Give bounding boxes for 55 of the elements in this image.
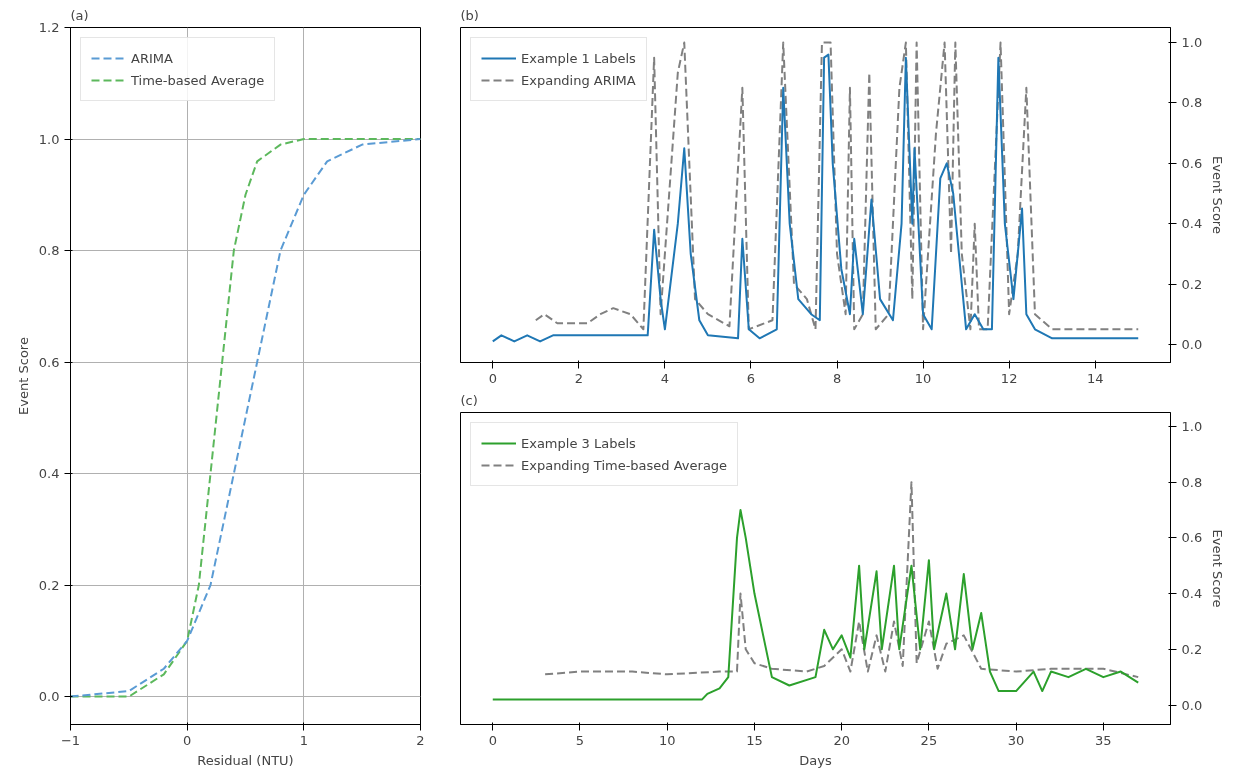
y2-axis-title: Event Score bbox=[1210, 529, 1226, 608]
x-axis-title: Days bbox=[799, 752, 832, 768]
legend-label: Expanding Time-based Average bbox=[521, 457, 728, 473]
x-axis-title: Residual (NTU) bbox=[197, 752, 294, 768]
x-tick-label: 10 bbox=[914, 370, 932, 386]
y-tick-label: 0.4 bbox=[38, 466, 60, 482]
y2-tick-label: 0.2 bbox=[1181, 276, 1203, 292]
x-tick-label: 2 bbox=[574, 370, 583, 386]
legend-label: Example 1 Labels bbox=[521, 50, 636, 66]
x-tick-label: 2 bbox=[416, 732, 425, 748]
x-tick-label: 20 bbox=[833, 732, 850, 748]
legend-label: Expanding ARIMA bbox=[521, 72, 636, 88]
y-tick-label: 0.6 bbox=[38, 354, 60, 370]
x-tick-label: 35 bbox=[1095, 732, 1112, 748]
y2-tick-label: 0.8 bbox=[1181, 95, 1203, 111]
x-tick-label: 14 bbox=[1086, 370, 1104, 386]
chart-title: (b) bbox=[460, 7, 479, 23]
y-tick-label: 1.0 bbox=[38, 131, 60, 147]
line-series bbox=[491, 509, 1140, 701]
x-tick-label: 1 bbox=[299, 732, 308, 748]
line-series bbox=[544, 481, 1140, 679]
x-tick-label: 8 bbox=[832, 370, 842, 386]
y2-tick-label: 0.0 bbox=[1181, 697, 1203, 713]
x-tick-label: 30 bbox=[1007, 732, 1025, 748]
x-tick-label: 12 bbox=[1000, 370, 1018, 386]
y2-tick-label: 0.2 bbox=[1181, 641, 1203, 657]
x-tick-label: 10 bbox=[658, 732, 676, 748]
y2-axis-title: Event Score bbox=[1210, 156, 1226, 234]
x-tick-label: 6 bbox=[746, 370, 756, 386]
y-axis-title: Event Score bbox=[15, 337, 31, 415]
y2-tick-label: 1.0 bbox=[1181, 35, 1203, 51]
y2-tick-label: 1.0 bbox=[1181, 418, 1203, 434]
chart-title: (c) bbox=[460, 392, 478, 408]
x-tick-label: 25 bbox=[920, 732, 938, 748]
legend-label: Time-based Average bbox=[131, 72, 265, 88]
x-tick-label: 0 bbox=[488, 370, 497, 386]
legend-label: Example 3 Labels bbox=[521, 435, 636, 451]
y2-tick-label: 0.0 bbox=[1181, 336, 1203, 352]
y2-tick-label: 0.4 bbox=[1181, 216, 1203, 232]
x-tick-label: 0 bbox=[488, 732, 497, 748]
legend-label: ARIMA bbox=[131, 50, 173, 66]
x-tick-label: 15 bbox=[746, 732, 763, 748]
y-tick-label: 0.2 bbox=[38, 577, 60, 593]
chart-title: (a) bbox=[70, 7, 89, 23]
x-tick-label: −1 bbox=[60, 732, 81, 748]
y2-tick-label: 0.6 bbox=[1181, 155, 1203, 171]
y-tick-label: 0.8 bbox=[38, 243, 60, 259]
y2-tick-label: 0.8 bbox=[1181, 474, 1203, 490]
y2-tick-label: 0.4 bbox=[1181, 586, 1203, 602]
x-tick-label: 0 bbox=[183, 732, 192, 748]
x-tick-label: 4 bbox=[660, 370, 670, 386]
x-tick-label: 5 bbox=[575, 732, 585, 748]
y-tick-label: 1.2 bbox=[38, 20, 60, 35]
y2-tick-label: 0.6 bbox=[1181, 530, 1203, 546]
y-tick-label: 0.0 bbox=[38, 689, 60, 705]
